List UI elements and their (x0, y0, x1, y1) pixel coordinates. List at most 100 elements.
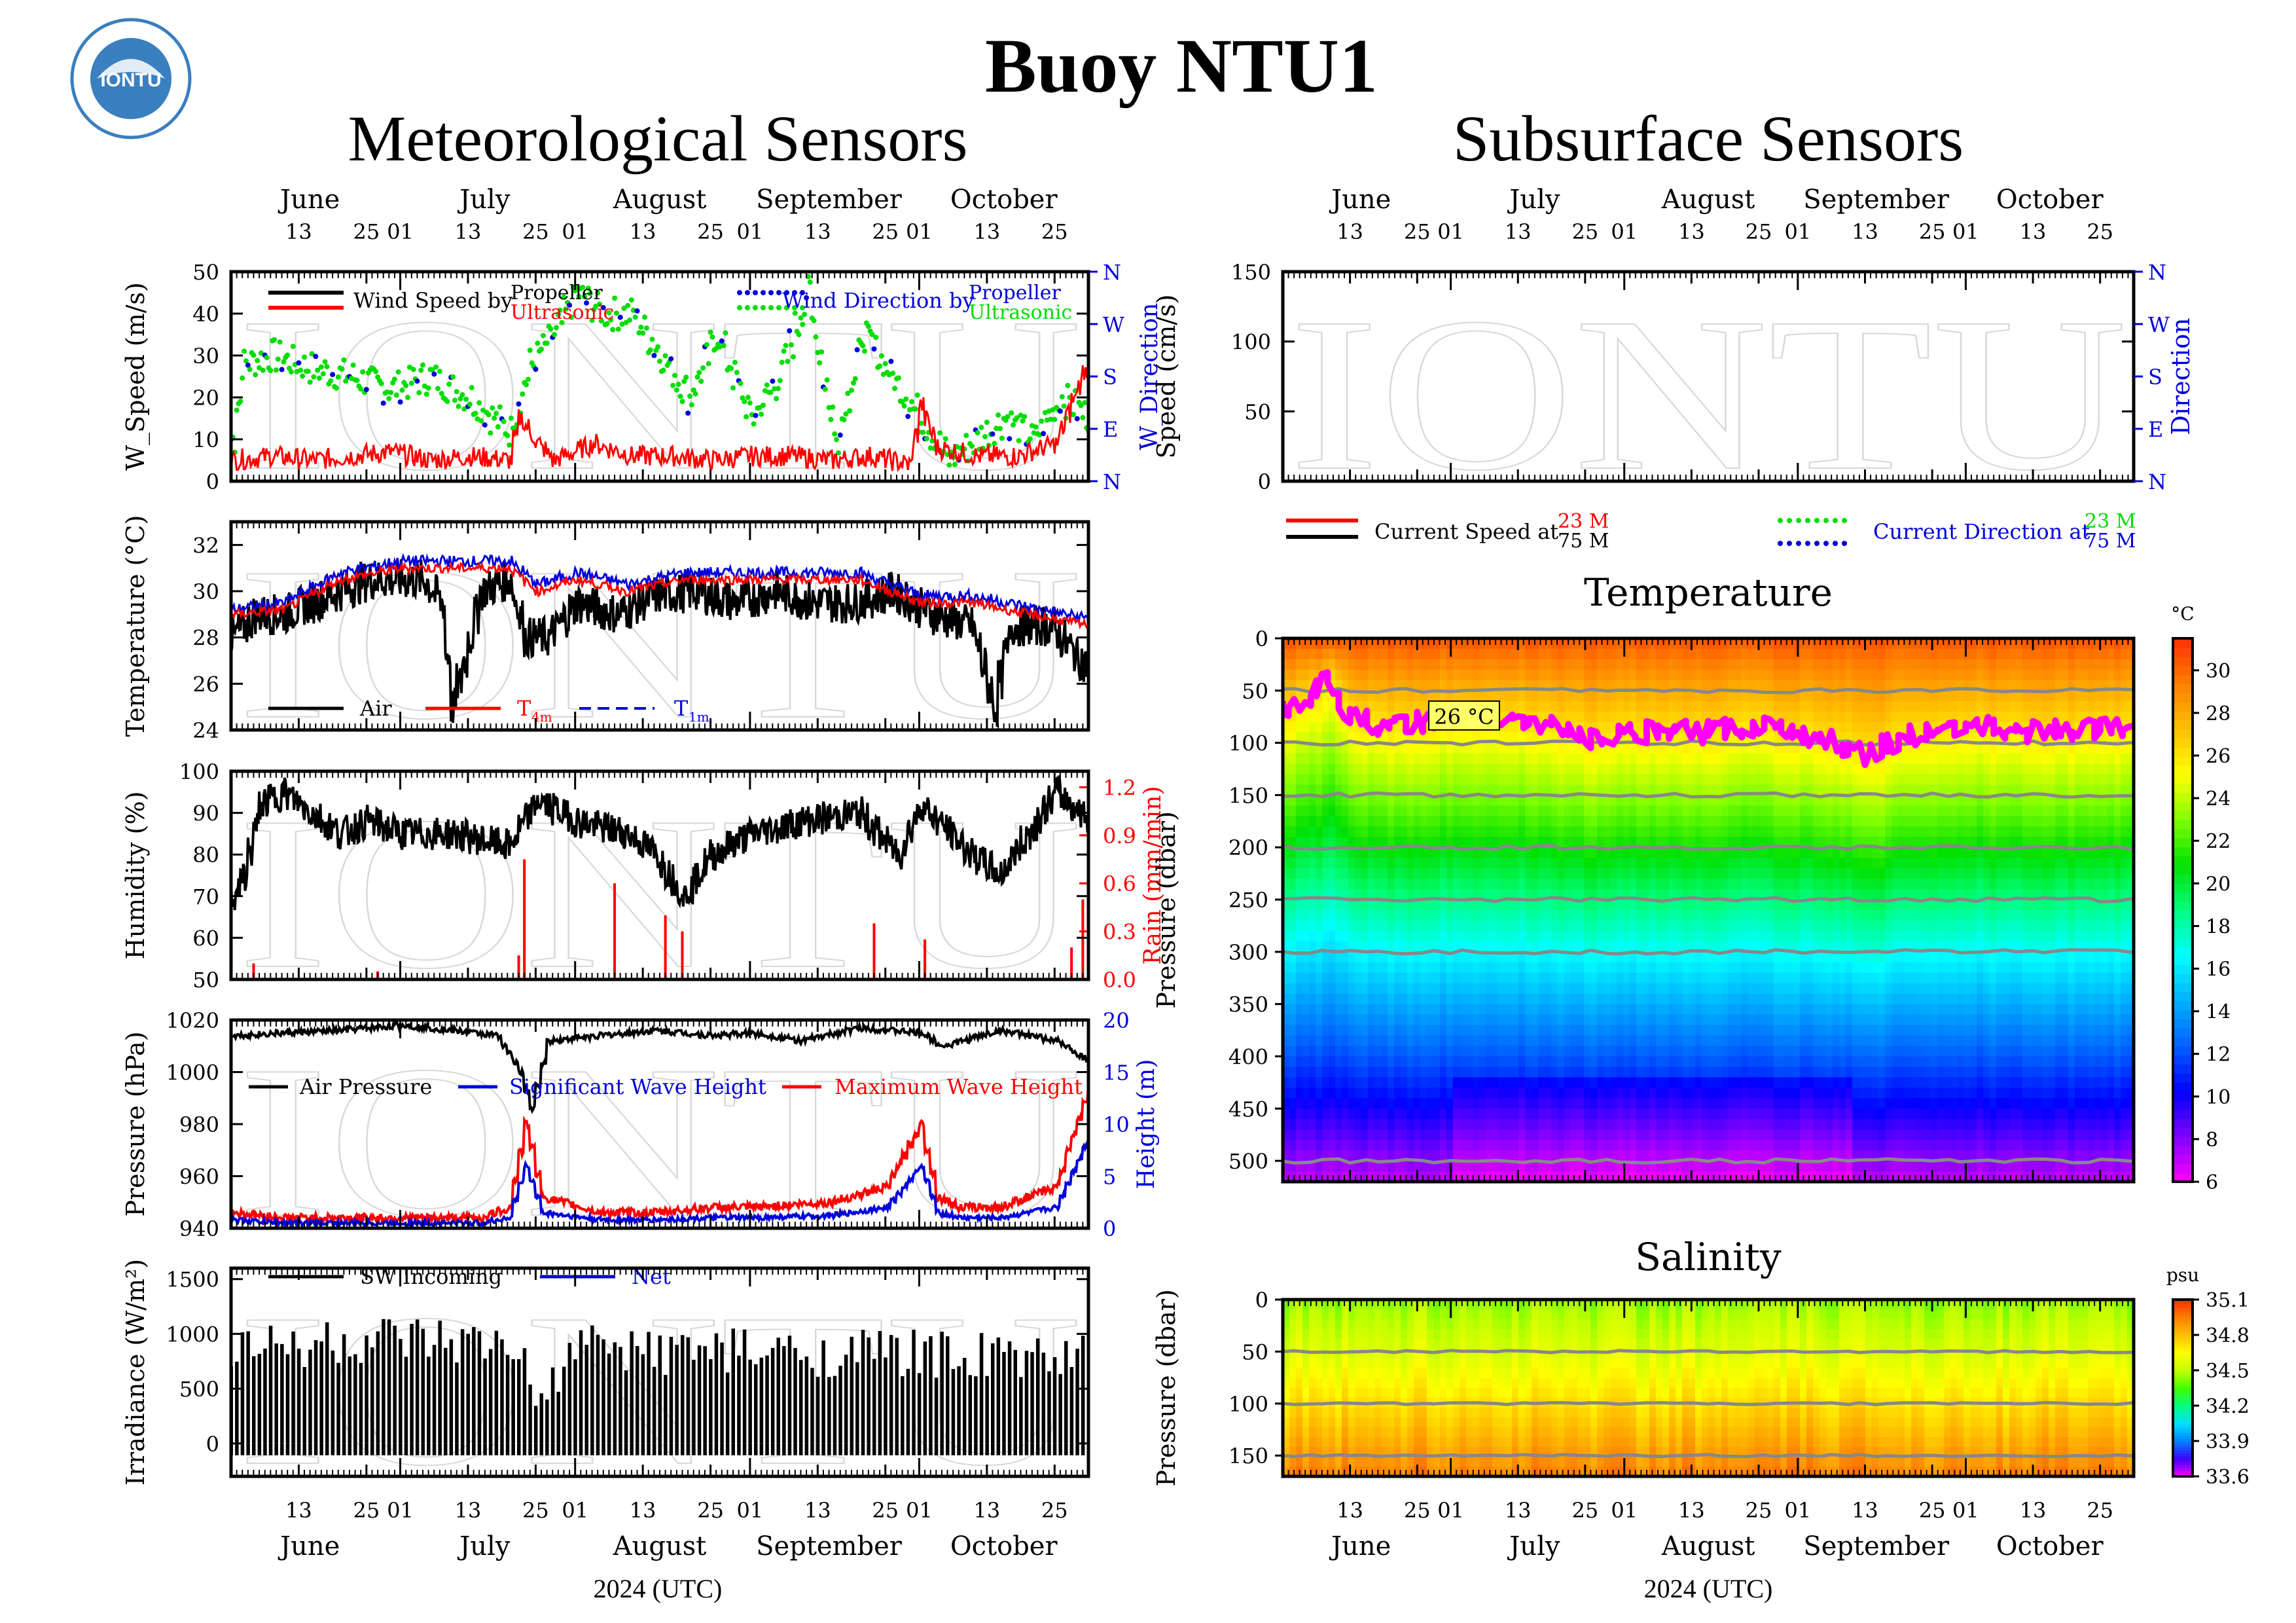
temperature-cell (1505, 649, 1513, 660)
temperature-cell (1427, 753, 1434, 765)
temperature-cell (1374, 921, 1382, 932)
temperature-cell (1486, 1077, 1493, 1089)
temperature-cell (1466, 1056, 1473, 1068)
temperature-cell (1466, 1098, 1473, 1110)
temperature-cell (1440, 826, 1447, 838)
temperature-cell (1460, 1098, 1467, 1110)
temperature-cell (1355, 1046, 1362, 1057)
temperature-cell (1348, 753, 1355, 765)
wind-direction-dot (834, 437, 839, 443)
temperature-cell (1361, 732, 1369, 744)
temperature-cell (1374, 972, 1382, 984)
wind-plot-area: IONTU (231, 272, 1088, 481)
nightly-bar (810, 1443, 814, 1455)
temperature-cell (1427, 784, 1434, 796)
temperature-cell (1289, 721, 1297, 733)
temperature-cell (1309, 941, 1316, 953)
temperature-cell (1381, 858, 1388, 869)
daily-irradiance-bar (861, 1330, 865, 1444)
temperature-cell (1355, 858, 1362, 869)
legend-swatch (1823, 518, 1829, 523)
temperature-cell (1296, 930, 1303, 942)
temperature-cell (1388, 826, 1395, 838)
nightly-bar (1081, 1443, 1085, 1455)
temperature-cell (1420, 701, 1427, 712)
temperature-cell (1433, 983, 1441, 994)
temperature-cell (1512, 1140, 1519, 1152)
temperature-cell (1381, 753, 1388, 765)
temperature-cell (1302, 910, 1310, 921)
wind-direction-dot (456, 403, 461, 409)
temperature-cell (1316, 879, 1323, 890)
temperature-cell (1335, 1087, 1342, 1099)
temperature-cell (1348, 972, 1355, 984)
temperature-cell (1374, 847, 1382, 859)
temperature-cell (1460, 805, 1467, 817)
temperature-cell (1374, 1004, 1382, 1015)
temperature-cell (1374, 993, 1382, 1005)
wind-direction-dot (963, 433, 969, 439)
temperature-cell (1479, 638, 1486, 649)
temperature-cell (1368, 690, 1375, 702)
temperature-cell (1440, 847, 1447, 859)
legend-swatch (1778, 518, 1783, 523)
temperature-cell (1446, 1004, 1454, 1015)
nightly-bar (754, 1443, 758, 1455)
temperature-cell (1329, 1004, 1336, 1015)
temperature-cell (1309, 1129, 1316, 1141)
temperature-cell (1446, 1087, 1454, 1099)
temperature-cell (1420, 921, 1427, 932)
temperature-cell (1518, 1140, 1526, 1152)
daily-irradiance-bar (308, 1349, 312, 1444)
wind-direction-dot (431, 371, 437, 377)
temperature-cell (1283, 1087, 1290, 1099)
temperature-cell (1420, 669, 1427, 681)
temperature-cell (1381, 1161, 1388, 1173)
temperature-cell (1525, 1129, 1532, 1141)
temperature-cell (1414, 1004, 1421, 1015)
temperature-cell (1518, 659, 1526, 670)
temperature-cell (1473, 910, 1480, 921)
temperature-cell (1473, 1119, 1480, 1131)
temperature-cell (1492, 879, 1499, 890)
temperature-cell (1460, 1014, 1467, 1026)
daily-irradiance-bar (246, 1331, 250, 1444)
temperature-cell (1407, 868, 1414, 880)
wind-direction-dot (264, 355, 270, 361)
temperature-cell (1316, 837, 1323, 848)
temperature-cell (1355, 889, 1362, 901)
legend-swatch (784, 305, 789, 310)
temperature-cell (1394, 1161, 1401, 1173)
nightly-bar (522, 1443, 527, 1455)
wind-direction-dot (655, 344, 661, 350)
temperature-cell (1420, 951, 1427, 963)
wind-direction-dot (393, 392, 399, 398)
temperature-cell (1335, 868, 1342, 880)
temperature-cell (1512, 638, 1519, 649)
temperature-cell (1309, 805, 1316, 817)
temperature-cell (1420, 1004, 1427, 1015)
temperature-cell (1355, 638, 1362, 649)
wind-direction-dot (482, 422, 488, 428)
y2-tick-label: W (1103, 312, 1124, 337)
daily-irradiance-bar (511, 1359, 515, 1444)
temperature-cell (1283, 816, 1290, 828)
temperature-cell (1473, 753, 1480, 765)
temperature-cell (1302, 1056, 1310, 1068)
temperature-cell (1283, 1108, 1290, 1120)
temperature-cell (1388, 669, 1395, 681)
temperature-cell (1407, 680, 1414, 691)
daily-irradiance-bar (567, 1343, 572, 1444)
temperature-cell (1518, 1035, 1526, 1047)
temperature-cell (1473, 659, 1480, 670)
wind-direction-dot (683, 374, 689, 380)
temperature-cell (1466, 868, 1473, 880)
temperature-cell (1316, 732, 1323, 744)
temperature-cell (1335, 879, 1342, 890)
temperature-cell (1401, 858, 1408, 869)
temperature-cell (1342, 753, 1349, 765)
temperature-cell (1466, 1140, 1473, 1152)
y-tick-label: 1500 (166, 1267, 219, 1292)
temperature-cell (1407, 1004, 1414, 1015)
temperature-cell (1492, 1161, 1499, 1173)
